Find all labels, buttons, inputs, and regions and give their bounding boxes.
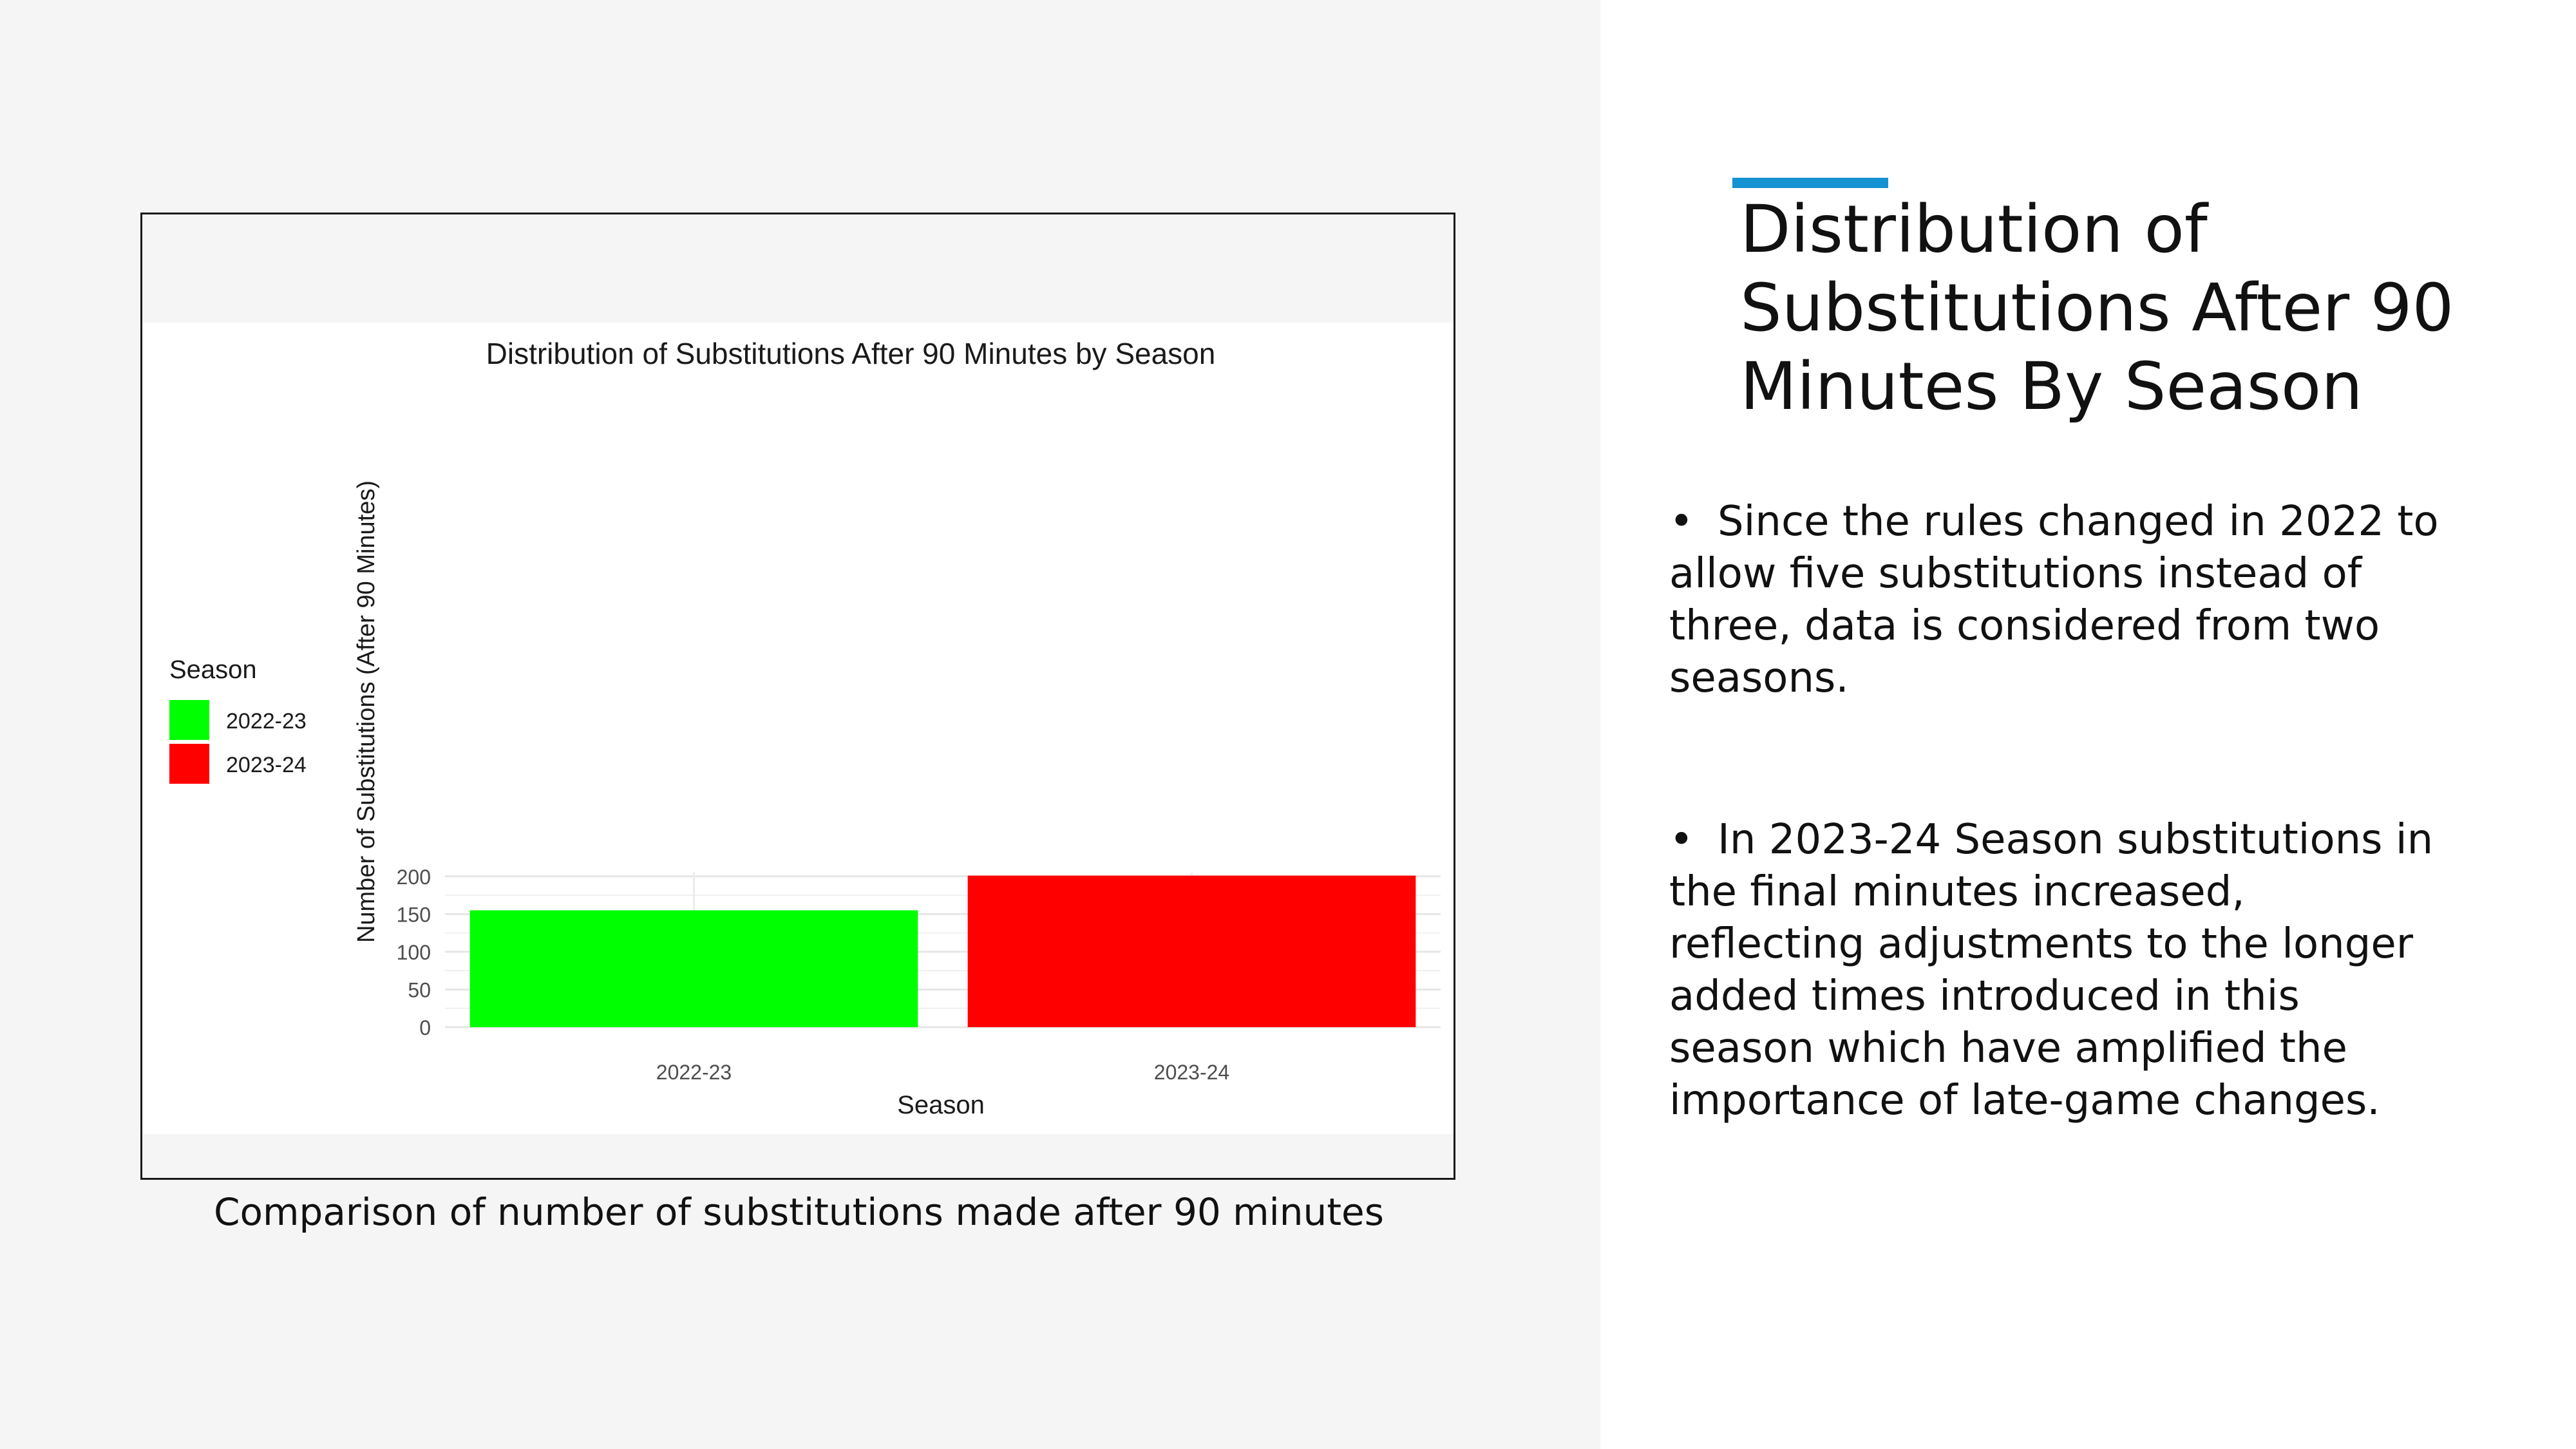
x-axis-label: Season	[897, 1091, 985, 1119]
chart-figure: 0 50 100 150 200 2022-23 2023-24 Distribution…	[140, 213, 1455, 1180]
x-tick-label: 2022-23	[656, 1061, 732, 1084]
title-accent-bar	[1732, 178, 1888, 188]
x-tick-label: 2023-24	[1154, 1061, 1229, 1084]
bar-2022-23	[469, 910, 918, 1027]
bullet-text: Since the rules changed in 2022 to allow…	[1669, 498, 2439, 702]
legend-swatch	[169, 700, 209, 740]
chart-title: Distribution of Substitutions After 90 M…	[486, 337, 1216, 370]
bullet-text: In 2023-24 Season substitutions in the f…	[1669, 816, 2434, 1124]
y-tick-label: 150	[397, 903, 431, 926]
bullet-list: • Since the rules changed in 2022 to allo…	[1669, 496, 2442, 1236]
legend-swatch	[169, 744, 209, 784]
y-axis-label: Number of Substitutions (After 90 Minute…	[353, 480, 380, 943]
y-axis-ticks: 0 50 100 150 200	[397, 866, 431, 1039]
legend-label: 2022-23	[226, 709, 307, 734]
legend-title: Season	[169, 656, 257, 684]
legend: Season 2022-23 2023-24	[169, 656, 307, 784]
bullet-dot: •	[1669, 816, 1694, 864]
x-axis-ticks: 2022-23 2023-24	[656, 1061, 1229, 1084]
y-tick-label: 0	[419, 1016, 431, 1039]
bars	[469, 875, 1416, 1027]
bar-chart: 0 50 100 150 200 2022-23 2023-24 Distribution…	[142, 323, 1454, 1134]
y-tick-label: 200	[397, 866, 431, 889]
y-tick-label: 50	[408, 978, 431, 1001]
bar-2023-24	[967, 875, 1416, 1027]
figure-caption: Comparison of number of substitutions ma…	[214, 1190, 1384, 1234]
slide-title: Distribution of Substitutions After 90 M…	[1740, 191, 2454, 425]
y-tick-label: 100	[397, 941, 431, 964]
bullet-item: • Since the rules changed in 2022 to allo…	[1669, 496, 2442, 705]
bullet-item: • In 2023-24 Season substitutions in the …	[1669, 814, 2442, 1127]
legend-label: 2023-24	[226, 753, 307, 777]
bullet-dot: •	[1669, 498, 1694, 545]
